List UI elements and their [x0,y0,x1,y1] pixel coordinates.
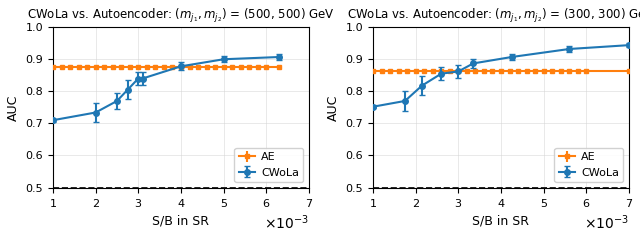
Y-axis label: AUC: AUC [7,94,20,120]
X-axis label: S/B in SR: S/B in SR [152,215,209,228]
X-axis label: S/B in SR: S/B in SR [472,215,529,228]
Title: CWoLa vs. Autoencoder: $(m_{j_1}, m_{j_2})$ = (500, 500) GeV: CWoLa vs. Autoencoder: $(m_{j_1}, m_{j_2… [27,7,335,25]
Legend: AE, CWoLa: AE, CWoLa [554,147,623,182]
Y-axis label: AUC: AUC [327,94,340,120]
Title: CWoLa vs. Autoencoder: $(m_{j_1}, m_{j_2})$ = (300, 300) GeV: CWoLa vs. Autoencoder: $(m_{j_1}, m_{j_2… [347,7,640,25]
Legend: AE, CWoLa: AE, CWoLa [234,147,303,182]
